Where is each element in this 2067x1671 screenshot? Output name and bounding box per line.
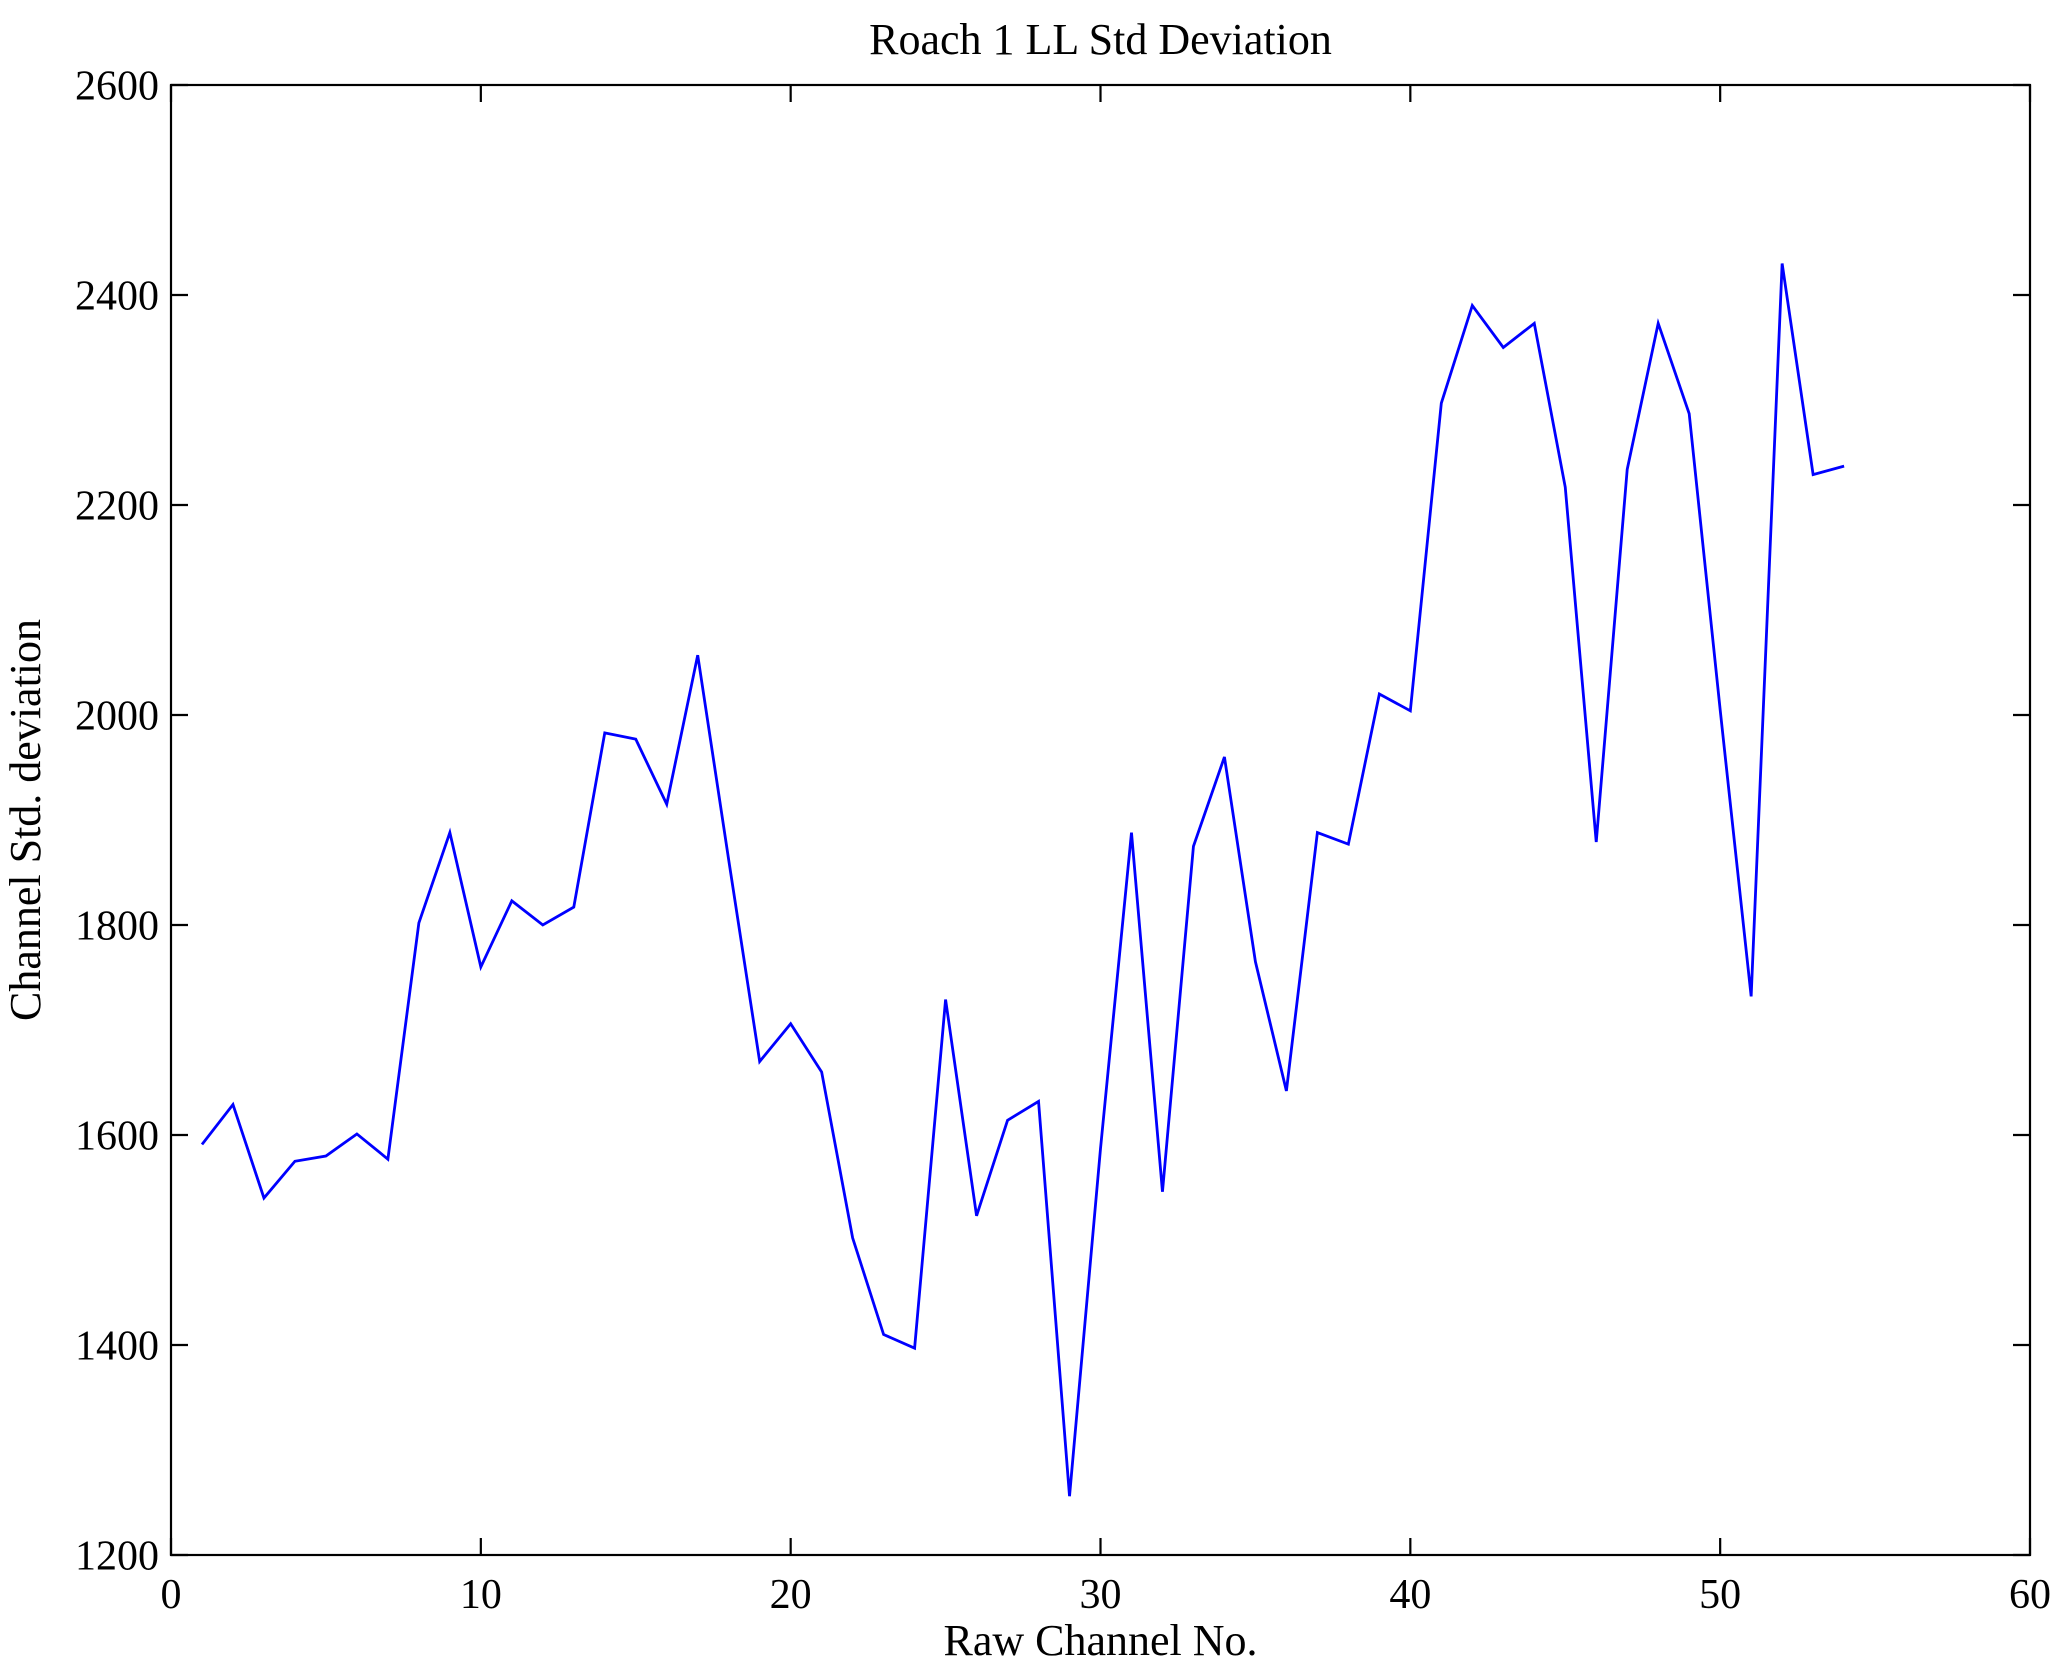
- chart-title: Roach 1 LL Std Deviation: [869, 15, 1332, 64]
- x-tick-label: 50: [1699, 1572, 1741, 1618]
- x-axis-label: Raw Channel No.: [943, 1616, 1257, 1665]
- x-tick-label: 0: [161, 1572, 182, 1618]
- x-tick-label: 60: [2009, 1572, 2051, 1618]
- tick-layer: [169, 83, 2032, 1557]
- x-tick-label: 10: [460, 1572, 502, 1618]
- y-tick-label: 1200: [75, 1534, 159, 1580]
- data-line: [200, 263, 1845, 1497]
- x-tick-label: 20: [770, 1572, 812, 1618]
- axes-layer: [169, 83, 2032, 1557]
- y-tick-label: 1600: [75, 1114, 159, 1160]
- axes-box: [169, 83, 2032, 1557]
- y-axis-label: Channel Std. deviation: [1, 619, 50, 1021]
- data-line-layer: [200, 263, 1845, 1497]
- tick-label-layer: 0 10 20 30 40 50 60 1200 1400 1600 1800 2000 2200 240…: [75, 64, 2051, 1618]
- y-tick-label: 2600: [75, 64, 159, 110]
- y-tick-label: 2000: [75, 694, 159, 740]
- y-tick-label: 1400: [75, 1324, 159, 1370]
- x-tick-label: 30: [1080, 1572, 1122, 1618]
- y-tick-label: 1800: [75, 904, 159, 950]
- y-tick-label: 2400: [75, 274, 159, 320]
- y-tick-label: 2200: [75, 484, 159, 530]
- x-tick-label: 40: [1389, 1572, 1431, 1618]
